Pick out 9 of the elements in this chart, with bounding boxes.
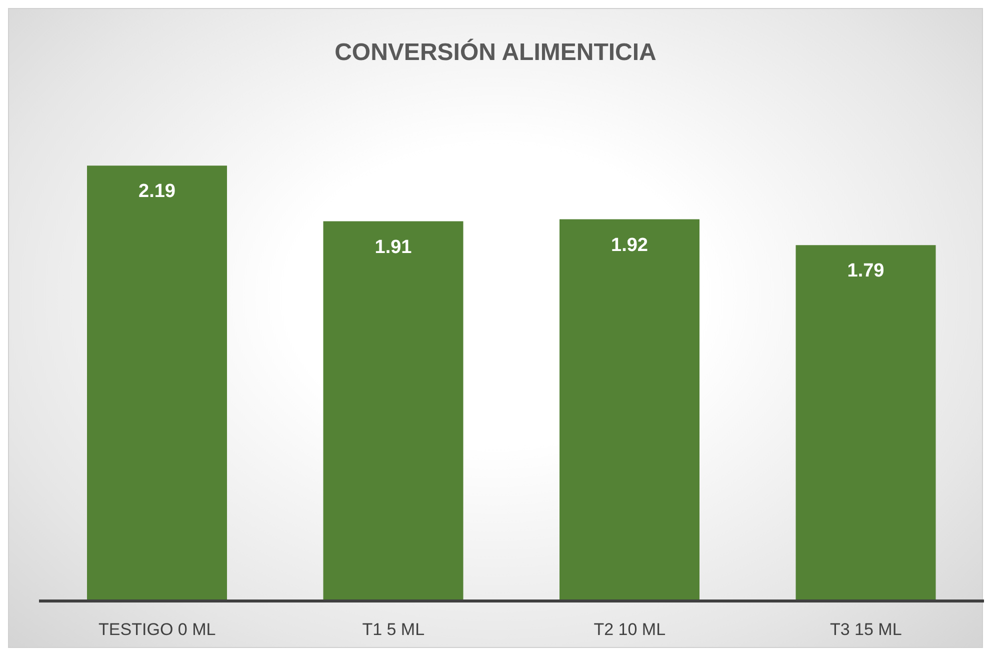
x-tick-label: TESTIGO 0 ML — [98, 620, 216, 640]
data-label: 1.79 — [847, 260, 884, 282]
data-label: 1.92 — [611, 234, 648, 256]
x-tick-label: T3 15 ML — [830, 620, 902, 640]
chart-title: CONVERSIÓN ALIMENTICIA — [334, 39, 658, 67]
data-label: 2.19 — [138, 181, 176, 202]
x-tick-label: T1 5 ML — [362, 620, 425, 640]
data-label: 1.91 — [374, 236, 412, 258]
x-tick-label: T2 10 ML — [594, 620, 666, 640]
